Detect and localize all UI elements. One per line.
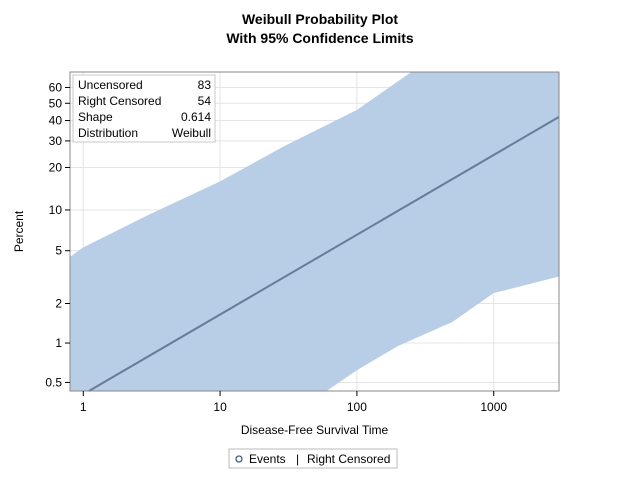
inset-label: Distribution [78, 126, 138, 140]
y-axis-label: Percent [12, 210, 26, 252]
legend-label-right-censored: Right Censored [307, 452, 390, 466]
fit-line [88, 116, 560, 392]
confidence-band [70, 72, 559, 391]
inset-value: 0.614 [181, 110, 211, 124]
inset-table-box [72, 74, 216, 143]
legend-box [228, 448, 398, 469]
y-tick-label: 20 [49, 160, 63, 174]
axes: 1 10 100 1000 0.5 1 2 5 10 20 30 40 50 60 [45, 80, 507, 414]
inset-label: Right Censored [78, 94, 161, 108]
chart-subtitle: With 95% Confidence Limits [226, 30, 414, 46]
inset-value: Weibull [172, 126, 211, 140]
events-marker-icon [235, 455, 243, 463]
y-tick-label: 1 [55, 336, 62, 350]
inset-value: 83 [198, 78, 212, 92]
x-tick-label: 1 [80, 400, 87, 414]
y-tick-label: 2 [55, 296, 62, 310]
x-tick-label: 1000 [480, 400, 507, 414]
y-tick-label: 0.5 [45, 375, 62, 389]
plot-frame [69, 71, 560, 392]
y-tick-label: 5 [55, 244, 62, 258]
y-tick-label: 30 [49, 134, 63, 148]
y-tick-label: 60 [49, 80, 63, 94]
legend: Events | Right Censored [228, 448, 398, 469]
x-tick-label: 10 [213, 400, 227, 414]
chart-title: Weibull Probability Plot [241, 11, 399, 27]
inset-value: 54 [198, 94, 212, 108]
y-tick-label: 50 [49, 96, 63, 110]
censored-marker-icon: | [296, 452, 299, 466]
inset-label: Uncensored [78, 78, 143, 92]
inset-label: Shape [78, 110, 113, 124]
y-tick-label: 40 [49, 114, 63, 128]
y-tick-label: 10 [49, 203, 63, 217]
x-tick-label: 100 [347, 400, 367, 414]
legend-label-events: Events [249, 452, 286, 466]
x-axis-label: Disease-Free Survival Time [241, 423, 389, 437]
inset-table: Uncensored 83 Right Censored 54 Shape 0.614 Di… [72, 74, 216, 143]
